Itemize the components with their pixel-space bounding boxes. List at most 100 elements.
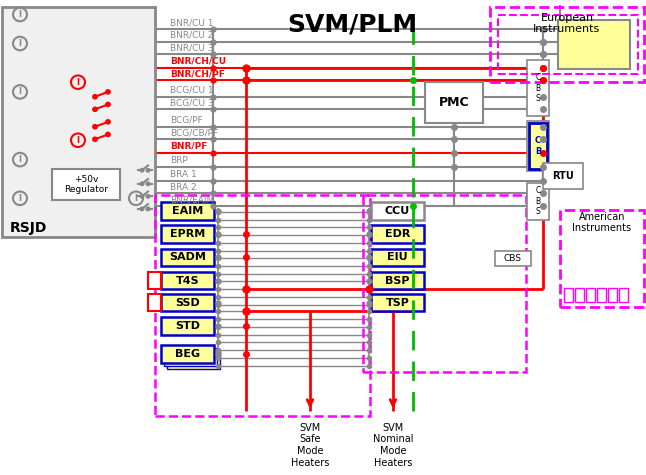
Bar [161,225,214,243]
Text: BRA 1: BRA 1 [170,170,197,179]
Text: BNR/CU 1: BNR/CU 1 [170,18,213,27]
Text: I: I [76,78,79,87]
Bar [560,210,644,307]
Bar [161,294,214,312]
Bar [619,288,628,302]
Bar [167,351,220,369]
Bar [527,121,549,171]
Text: EAIM: EAIM [172,206,203,216]
Text: STD: STD [175,321,200,331]
Text: BNR/CU 2: BNR/CU 2 [170,31,213,39]
Bar [52,169,120,200]
Text: I: I [19,10,21,19]
Text: BCG/PF: BCG/PF [170,116,203,125]
Circle shape [146,182,150,186]
Bar [558,20,630,69]
Bar [498,15,638,75]
Text: BNR/EAIM: BNR/EAIM [170,195,214,204]
Circle shape [106,133,110,137]
Bar [495,250,531,266]
Text: I: I [76,136,79,145]
Bar [148,272,161,289]
Bar [529,123,547,169]
Text: EIU: EIU [387,252,408,262]
Circle shape [93,107,97,112]
Text: RTU: RTU [552,171,574,181]
Bar [586,288,595,302]
Text: BCG/CU 3: BCG/CU 3 [170,98,214,107]
Bar [371,294,424,312]
Bar [363,195,526,372]
Bar [425,82,483,123]
Circle shape [140,182,144,186]
Text: SVM
Safe
Mode
Heaters: SVM Safe Mode Heaters [291,423,329,467]
Text: SADM: SADM [169,252,206,262]
Circle shape [93,95,97,99]
Text: European
Instruments: European Instruments [534,12,601,34]
Text: BNR/CH/CU: BNR/CH/CU [170,57,226,66]
Text: American
Instruments: American Instruments [572,212,632,233]
Text: +50v
Regulator: +50v Regulator [64,175,108,194]
Text: BEG: BEG [175,349,200,359]
Text: BNR/CU 3: BNR/CU 3 [170,43,213,52]
Text: I: I [19,39,21,48]
Circle shape [106,120,110,124]
Circle shape [93,137,97,142]
Circle shape [140,207,144,211]
Bar [575,288,584,302]
Text: C
B: C B [535,136,541,156]
Text: PMC: PMC [439,96,469,109]
Text: C
B
S: C B S [536,73,541,103]
Circle shape [146,195,150,198]
Bar [371,202,424,219]
Bar [371,248,424,266]
Bar [161,202,214,219]
Bar [161,345,214,363]
Text: EPRM: EPRM [170,229,205,239]
Text: RSJD: RSJD [10,221,47,235]
Circle shape [140,169,144,172]
Text: C
B
S: C B S [536,186,541,216]
Bar [161,272,214,289]
Text: I: I [19,87,21,96]
Bar [527,60,549,116]
Bar [564,288,573,302]
Text: T4S: T4S [176,276,200,285]
Bar [161,248,214,266]
Text: BRP: BRP [170,156,188,165]
Bar [597,288,606,302]
Bar [2,7,155,237]
Bar [161,317,214,335]
Text: SVM/PLM: SVM/PLM [287,12,417,37]
Bar [543,163,583,189]
Text: I: I [134,194,138,203]
Text: BRA 2: BRA 2 [170,182,196,191]
Circle shape [106,102,110,106]
Text: CBS: CBS [504,254,522,263]
Text: BSP: BSP [385,276,410,285]
Text: BNR/CH/PF: BNR/CH/PF [170,69,225,78]
Text: BCG/CB/PF: BCG/CB/PF [170,128,218,137]
Bar [164,348,217,366]
Circle shape [146,207,150,211]
Bar [148,294,161,312]
Bar [608,288,617,302]
Text: BNR/PF: BNR/PF [170,142,207,151]
Text: CCU: CCU [385,206,410,216]
Text: I: I [19,194,21,203]
Circle shape [146,169,150,172]
Bar [527,183,549,219]
Circle shape [140,195,144,198]
Bar [155,195,370,416]
Bar [490,7,644,82]
Text: I: I [19,155,21,164]
Circle shape [93,124,97,129]
Circle shape [106,90,110,94]
Text: SSD: SSD [175,298,200,308]
Bar [371,225,424,243]
Text: BCG/CU 1: BCG/CU 1 [170,86,214,95]
Text: EDR: EDR [385,229,410,239]
Text: TSP: TSP [386,298,410,308]
Bar [371,272,424,289]
Text: SVM
Nominal
Mode
Heaters: SVM Nominal Mode Heaters [373,423,413,467]
